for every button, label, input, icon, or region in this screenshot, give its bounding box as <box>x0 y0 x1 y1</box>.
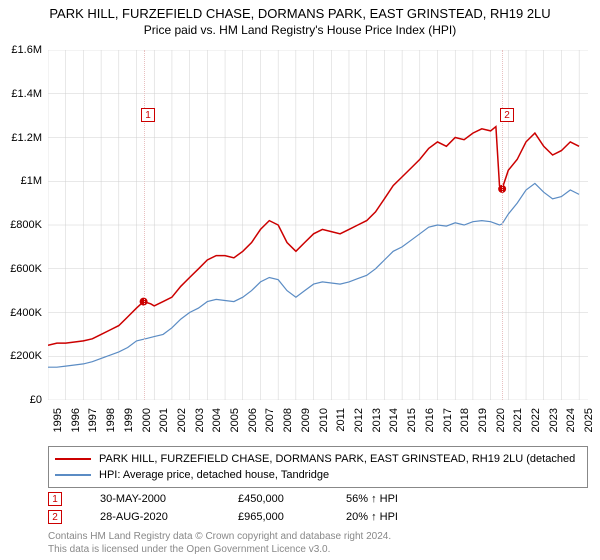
x-tick-label: 2001 <box>158 408 170 432</box>
x-axis: 1995 1996 1997 1998 1999 2000 2001 2002 2003 2004… <box>48 404 588 444</box>
x-tick-label: 2014 <box>388 408 400 432</box>
x-tick-label: 1997 <box>87 408 99 432</box>
chart-subtitle: Price paid vs. HM Land Registry's House … <box>0 23 600 43</box>
x-tick-label: 2005 <box>229 408 241 432</box>
y-tick-label: £1.2M <box>11 132 42 144</box>
line-chart-svg <box>48 50 588 400</box>
annotation-price: £965,000 <box>238 511 318 523</box>
x-tick-label: 2008 <box>282 408 294 432</box>
x-tick-label: 2009 <box>300 408 312 432</box>
x-tick-label: 2000 <box>141 408 153 432</box>
annotation-marker: 1 <box>48 492 62 506</box>
legend-swatch <box>55 474 91 476</box>
y-tick-label: £1.6M <box>11 44 42 56</box>
y-tick-label: £200K <box>10 350 42 362</box>
footer-attribution: Contains HM Land Registry data © Crown c… <box>48 530 588 556</box>
legend-item: HPI: Average price, detached house, Tand… <box>55 467 581 483</box>
annotation-pct: 56% ↑ HPI <box>346 493 436 505</box>
x-tick-label: 2023 <box>548 408 560 432</box>
footer-line1: Contains HM Land Registry data © Crown c… <box>48 530 588 543</box>
annotation-price: £450,000 <box>238 493 318 505</box>
x-tick-label: 2012 <box>353 408 365 432</box>
y-tick-label: £1.4M <box>11 88 42 100</box>
x-tick-label: 2020 <box>495 408 507 432</box>
x-tick-label: 2013 <box>371 408 383 432</box>
legend-item: PARK HILL, FURZEFIELD CHASE, DORMANS PAR… <box>55 451 581 467</box>
x-tick-label: 1999 <box>123 408 135 432</box>
x-tick-label: 2019 <box>477 408 489 432</box>
x-tick-label: 2003 <box>194 408 206 432</box>
annotation-pct: 20% ↑ HPI <box>346 511 436 523</box>
annotation-row: 1 30-MAY-2000 £450,000 56% ↑ HPI <box>48 490 588 508</box>
sale-vline <box>144 50 145 400</box>
x-tick-label: 2017 <box>442 408 454 432</box>
x-tick-label: 2025 <box>583 408 595 432</box>
sale-annotations: 1 30-MAY-2000 £450,000 56% ↑ HPI 2 28-AUG-202… <box>48 490 588 526</box>
y-tick-label: £1M <box>21 175 42 187</box>
x-tick-label: 2015 <box>406 408 418 432</box>
x-tick-label: 1996 <box>70 408 82 432</box>
y-tick-label: £400K <box>10 307 42 319</box>
x-tick-label: 2011 <box>335 408 347 432</box>
x-tick-label: 2024 <box>565 408 577 432</box>
legend-label: PARK HILL, FURZEFIELD CHASE, DORMANS PAR… <box>99 453 575 465</box>
chart-title: PARK HILL, FURZEFIELD CHASE, DORMANS PAR… <box>0 0 600 23</box>
x-tick-label: 2007 <box>264 408 276 432</box>
y-tick-label: £800K <box>10 219 42 231</box>
sale-marker-box: 1 <box>141 108 155 122</box>
plot-area: 12 <box>48 50 588 400</box>
x-tick-label: 2002 <box>176 408 188 432</box>
sale-vline <box>502 50 503 400</box>
x-tick-label: 2021 <box>512 408 524 432</box>
legend-label: HPI: Average price, detached house, Tand… <box>99 469 329 481</box>
y-axis: £0£200K£400K£600K£800K£1M£1.2M£1.4M£1.6M <box>0 50 44 400</box>
y-tick-label: £0 <box>30 394 42 406</box>
x-tick-label: 2004 <box>211 408 223 432</box>
chart-container: PARK HILL, FURZEFIELD CHASE, DORMANS PAR… <box>0 0 600 560</box>
annotation-date: 30-MAY-2000 <box>100 493 210 505</box>
x-tick-label: 2010 <box>318 408 330 432</box>
x-tick-label: 2018 <box>459 408 471 432</box>
x-tick-label: 1998 <box>105 408 117 432</box>
x-tick-label: 2022 <box>530 408 542 432</box>
x-tick-label: 1995 <box>52 408 64 432</box>
legend-swatch <box>55 458 91 460</box>
footer-line2: This data is licensed under the Open Gov… <box>48 543 588 556</box>
annotation-date: 28-AUG-2020 <box>100 511 210 523</box>
y-tick-label: £600K <box>10 263 42 275</box>
x-tick-label: 2006 <box>247 408 259 432</box>
annotation-marker: 2 <box>48 510 62 524</box>
annotation-row: 2 28-AUG-2020 £965,000 20% ↑ HPI <box>48 508 588 526</box>
x-tick-label: 2016 <box>424 408 436 432</box>
sale-marker-box: 2 <box>500 108 514 122</box>
legend: PARK HILL, FURZEFIELD CHASE, DORMANS PAR… <box>48 446 588 488</box>
